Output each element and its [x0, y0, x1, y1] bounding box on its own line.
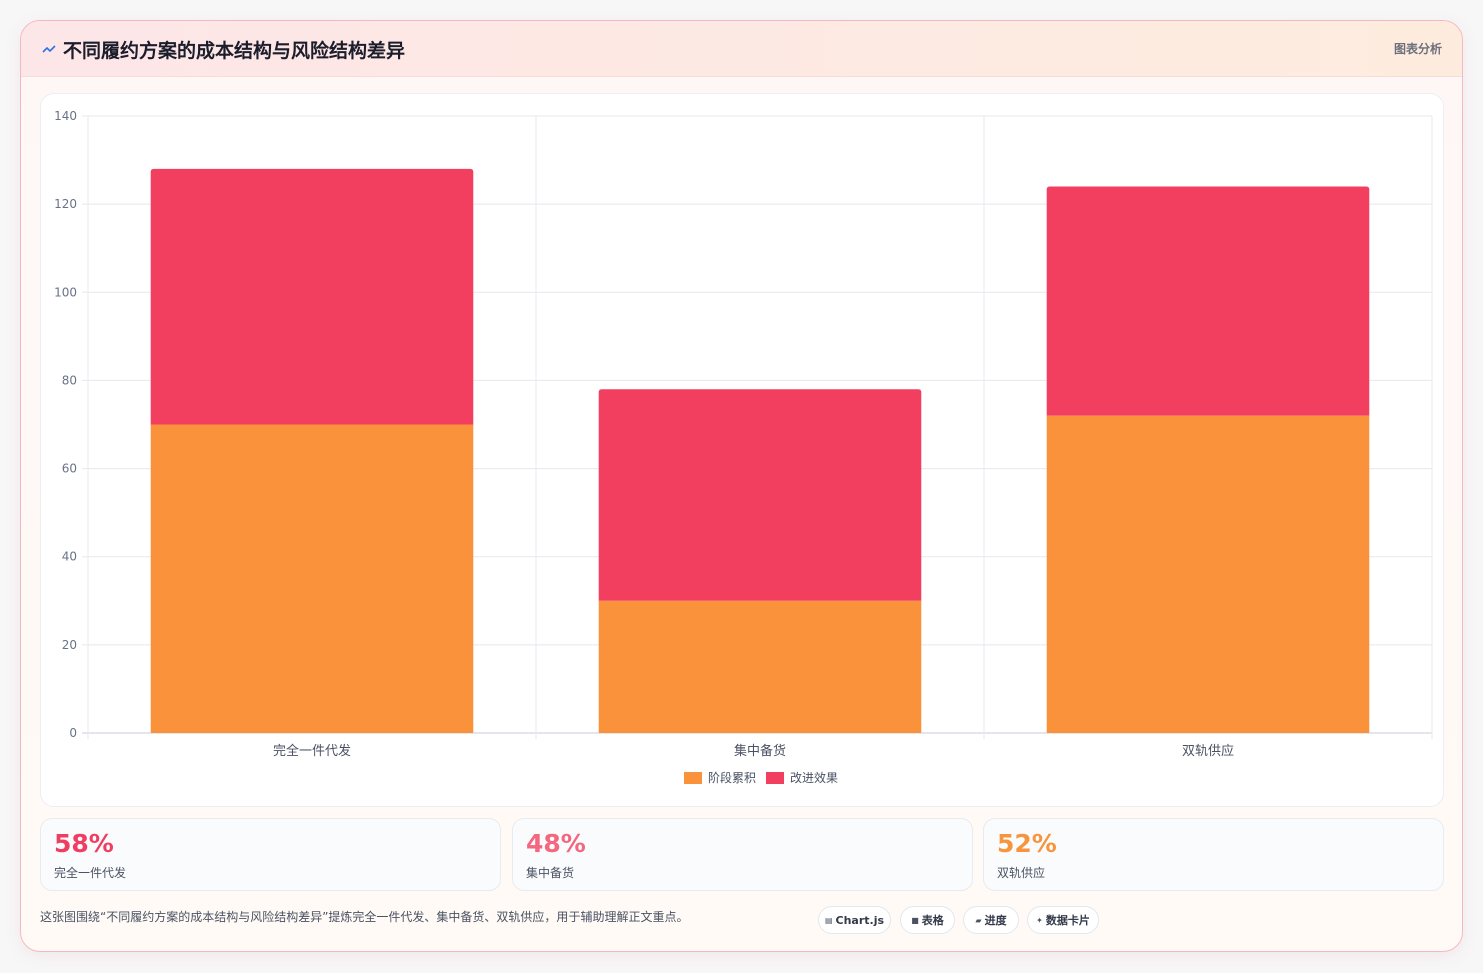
- bar-segment: [150, 168, 474, 425]
- x-tick-label: 完全一件代发: [273, 743, 351, 759]
- sparkle-icon: ✦: [1036, 915, 1043, 925]
- pill-progress[interactable]: ▰ 进度: [963, 906, 1019, 934]
- page-title: 不同履约方案的成本结构与风险结构差异: [63, 40, 406, 62]
- stat-card-0: 58% 完全一件代发: [40, 818, 501, 891]
- bar-segment: [1046, 186, 1370, 416]
- pill-chartjs[interactable]: ▤ Chart.js: [818, 906, 891, 934]
- y-tick-label: 0: [69, 726, 77, 740]
- chart-analysis-tag: 图表分析: [1393, 42, 1442, 56]
- chart-trend-icon: [41, 41, 57, 57]
- stat-label: 集中备货: [526, 866, 575, 880]
- card-header: 不同履约方案的成本结构与风险结构差异 图表分析: [21, 21, 1462, 77]
- y-tick-label: 60: [62, 462, 77, 476]
- chart-container: 0 20 40 60 80 100 120 140 完全一件代发 集中备货 双轨供应阶段累积 改进效果: [40, 93, 1444, 807]
- pill-table[interactable]: ■ 表格: [900, 906, 955, 934]
- bar-segment: [598, 600, 922, 733]
- stat-label: 完全一件代发: [54, 866, 127, 880]
- stat-value: 48%: [526, 829, 586, 858]
- y-tick-label: 80: [62, 373, 77, 387]
- y-tick-label: 140: [54, 109, 77, 123]
- x-tick-label: 双轨供应: [1182, 743, 1234, 759]
- chart-card: 不同履约方案的成本结构与风险结构差异 图表分析 0 20 40 60 80 100 120 1…: [20, 20, 1463, 952]
- bar-segment: [150, 424, 474, 733]
- legend-swatch: [766, 772, 784, 784]
- table-icon: ■: [911, 915, 919, 925]
- legend-label: 改进效果: [790, 770, 838, 785]
- legend-swatch: [684, 772, 702, 784]
- bar-segment: [598, 389, 922, 601]
- pill-label: 数据卡片: [1045, 914, 1090, 927]
- stat-card-1: 48% 集中备货: [512, 818, 973, 891]
- bar-segment: [1046, 415, 1370, 733]
- pill-label: Chart.js: [835, 913, 885, 927]
- stat-value: 58%: [54, 829, 114, 858]
- stat-label: 双轨供应: [997, 866, 1046, 880]
- pill-label: 表格: [921, 914, 944, 927]
- y-tick-label: 120: [54, 197, 77, 211]
- y-tick-label: 20: [62, 638, 77, 652]
- y-tick-label: 100: [54, 285, 77, 299]
- footnote: 这张图围绕“不同履约方案的成本结构与风险结构差异”提炼完全一件代发、集中备货、双…: [40, 910, 689, 924]
- x-tick-label: 集中备货: [734, 743, 786, 759]
- stat-value: 52%: [997, 829, 1057, 858]
- progress-icon: ▰: [975, 915, 982, 925]
- pill-label: 进度: [984, 914, 1007, 927]
- pill-data-cards[interactable]: ✦ 数据卡片: [1027, 906, 1099, 934]
- chart-icon: ▤: [824, 915, 833, 925]
- legend-label: 阶段累积: [708, 770, 756, 785]
- stat-card-2: 52% 双轨供应: [983, 818, 1444, 891]
- y-tick-label: 40: [62, 550, 77, 564]
